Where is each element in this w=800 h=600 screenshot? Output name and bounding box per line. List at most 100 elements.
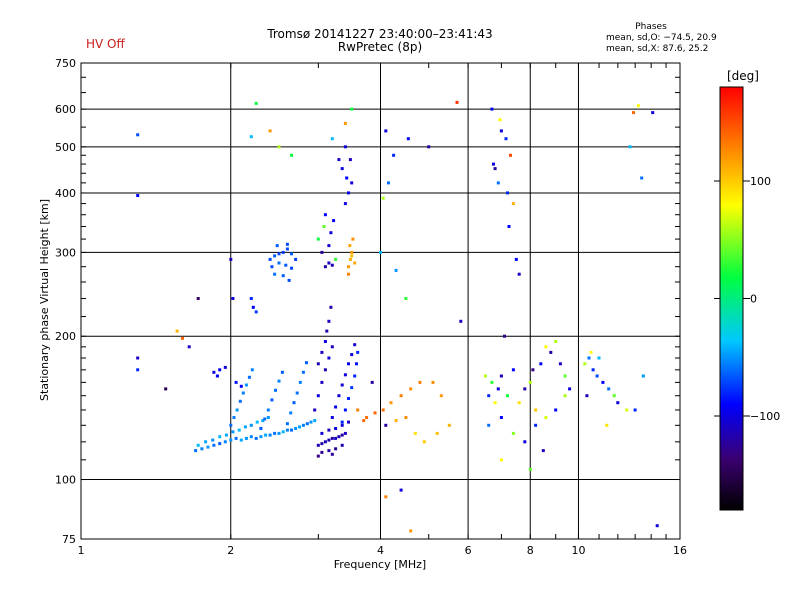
- data-point: [353, 374, 357, 378]
- data-point: [492, 162, 495, 166]
- y-tick-label: 400: [55, 187, 76, 200]
- data-point: [601, 380, 605, 384]
- data-point: [259, 435, 263, 439]
- data-point: [263, 417, 267, 421]
- data-point: [290, 252, 293, 256]
- data-point: [389, 401, 393, 405]
- data-point: [277, 252, 281, 256]
- data-point: [327, 356, 331, 360]
- data-point: [583, 362, 587, 366]
- data-point: [249, 135, 253, 139]
- data-point: [633, 408, 637, 412]
- data-point: [273, 272, 277, 276]
- data-point: [218, 442, 222, 446]
- data-point: [605, 423, 609, 427]
- data-point: [250, 368, 254, 372]
- data-point: [254, 310, 258, 314]
- data-point: [340, 443, 344, 447]
- data-point: [330, 452, 334, 456]
- data-point: [237, 428, 241, 432]
- data-point: [322, 225, 326, 228]
- plot-frame: [80, 62, 681, 540]
- data-point: [347, 265, 350, 269]
- data-point: [316, 394, 320, 398]
- data-point: [541, 449, 545, 453]
- data-point: [212, 370, 216, 374]
- data-point: [612, 394, 616, 398]
- data-point: [350, 254, 354, 258]
- data-point: [356, 350, 360, 354]
- y-tick-label: 500: [55, 141, 76, 154]
- data-point: [285, 242, 289, 246]
- data-point: [329, 305, 333, 309]
- data-point: [289, 411, 293, 415]
- data-point: [330, 263, 334, 267]
- data-point: [340, 423, 344, 427]
- scatter-points: [136, 100, 659, 533]
- x-tick-label: 16: [673, 544, 687, 557]
- data-point: [244, 436, 248, 440]
- data-point: [455, 100, 459, 104]
- data-point: [399, 394, 403, 398]
- x-tick-label: 2: [227, 544, 234, 557]
- data-point: [517, 272, 521, 276]
- data-point: [459, 319, 463, 323]
- data-point: [334, 405, 338, 409]
- data-point: [523, 440, 527, 444]
- data-point: [320, 442, 324, 446]
- colorbar-tick-label: 100: [750, 175, 771, 188]
- data-point: [229, 257, 233, 261]
- data-point: [330, 436, 334, 440]
- data-point: [196, 297, 200, 300]
- x-tick-label: 8: [527, 544, 534, 557]
- data-point: [499, 374, 503, 378]
- phases-o-stats: mean, sd,O: −74.5, 20.9: [606, 33, 717, 43]
- data-point: [223, 440, 227, 444]
- chart-title: Tromsø 20141227 23:40:00–23:41:43: [267, 27, 493, 41]
- data-point: [187, 345, 191, 349]
- data-point: [298, 425, 301, 429]
- data-point: [418, 380, 422, 384]
- data-point: [280, 370, 284, 374]
- data-point: [595, 374, 599, 378]
- data-point: [506, 191, 509, 195]
- data-point: [487, 423, 491, 427]
- data-point: [320, 450, 324, 454]
- data-point: [239, 384, 243, 388]
- data-point: [381, 196, 385, 200]
- data-point: [589, 350, 593, 354]
- data-point: [381, 408, 385, 412]
- data-point: [337, 158, 341, 162]
- data-point: [585, 394, 589, 398]
- x-axis-label: Frequency [MHz]: [334, 558, 426, 571]
- data-point: [350, 181, 354, 185]
- data-point: [343, 373, 347, 377]
- data-point: [277, 145, 281, 149]
- data-point: [136, 368, 140, 372]
- data-point: [350, 250, 354, 254]
- data-point: [422, 440, 426, 444]
- data-point: [255, 420, 259, 424]
- data-point: [273, 254, 277, 258]
- data-point: [431, 380, 435, 384]
- data-point: [323, 265, 327, 269]
- data-point: [229, 438, 233, 442]
- data-point: [290, 266, 293, 270]
- data-point: [394, 419, 398, 423]
- data-point: [327, 244, 331, 248]
- y-tick-label: 300: [55, 246, 76, 259]
- data-point: [298, 380, 302, 384]
- data-point: [365, 416, 369, 419]
- data-point: [243, 425, 247, 429]
- data-point: [343, 431, 347, 435]
- data-point: [641, 374, 645, 378]
- data-point: [347, 272, 350, 276]
- data-point: [343, 408, 347, 412]
- data-point: [234, 436, 238, 440]
- data-point: [294, 427, 298, 430]
- data-point: [268, 433, 272, 437]
- data-point: [558, 362, 562, 366]
- data-point: [290, 428, 293, 432]
- data-point: [181, 336, 184, 340]
- data-point: [334, 436, 338, 440]
